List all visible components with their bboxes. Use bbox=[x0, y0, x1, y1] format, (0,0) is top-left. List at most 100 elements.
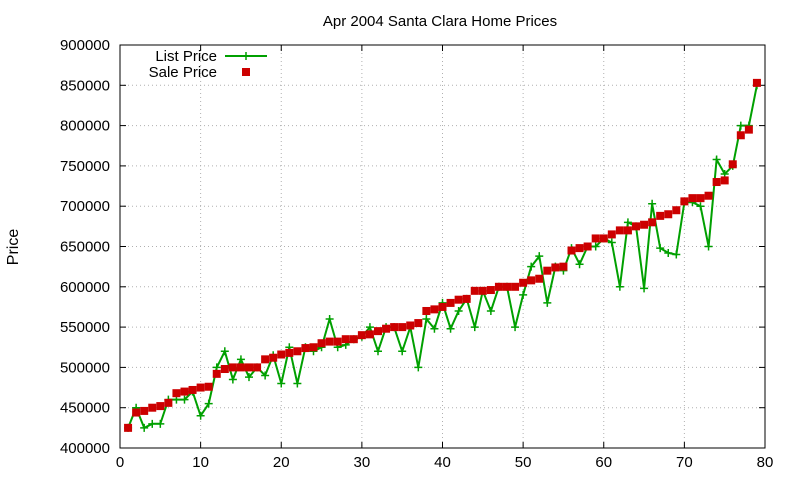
sale-price-point bbox=[599, 234, 608, 243]
sale-price-point bbox=[672, 206, 681, 215]
plot-frame bbox=[119, 44, 766, 449]
sale-price-point bbox=[204, 382, 213, 391]
y-tick-label: 600000 bbox=[60, 279, 110, 296]
legend-marker-sale-price bbox=[242, 68, 250, 76]
list-price-point bbox=[519, 290, 528, 299]
list-price-point bbox=[623, 218, 632, 227]
y-tick-label: 450000 bbox=[60, 400, 110, 417]
list-price-point bbox=[486, 306, 495, 315]
sale-price-point bbox=[261, 355, 270, 364]
series bbox=[124, 78, 761, 432]
sale-price-point bbox=[253, 363, 262, 372]
list-price-point bbox=[607, 238, 616, 247]
y-tick-label: 650000 bbox=[60, 239, 110, 256]
list-price-point bbox=[156, 419, 165, 428]
sale-price-point bbox=[148, 403, 157, 412]
x-tick-label: 30 bbox=[354, 454, 371, 471]
sale-price-point bbox=[567, 246, 576, 255]
x-tick-label: 70 bbox=[676, 454, 693, 471]
list-price-point bbox=[261, 371, 270, 380]
sale-price-point bbox=[333, 337, 342, 346]
sale-price-point bbox=[220, 365, 229, 374]
sale-price-point bbox=[607, 230, 616, 239]
sale-price-point bbox=[527, 276, 536, 285]
list-price-point bbox=[204, 399, 213, 408]
list-price-point bbox=[277, 379, 286, 388]
list-price-point bbox=[325, 315, 334, 324]
list-price-point bbox=[293, 379, 302, 388]
legend-marker-list-price bbox=[242, 52, 250, 60]
sale-price-point bbox=[212, 369, 221, 378]
sale-price-point bbox=[228, 363, 237, 372]
sale-price-point bbox=[454, 295, 463, 304]
sale-price-point bbox=[519, 278, 528, 287]
list-price-point bbox=[398, 347, 407, 356]
sale-price-point bbox=[559, 262, 568, 271]
sale-price-point bbox=[551, 263, 560, 272]
sale-price-point bbox=[164, 398, 173, 407]
sale-price-point bbox=[664, 210, 673, 219]
sale-price-point bbox=[632, 222, 640, 231]
sale-price-point bbox=[752, 78, 761, 87]
list-price-point bbox=[648, 199, 657, 208]
sale-price-point bbox=[382, 324, 391, 333]
list-price-point bbox=[148, 419, 157, 428]
sale-price-point bbox=[236, 363, 245, 372]
sale-price-point bbox=[341, 335, 350, 344]
sale-price-point bbox=[712, 178, 721, 187]
list-price-point bbox=[228, 375, 237, 384]
list-price-point bbox=[374, 347, 382, 356]
sale-price-point bbox=[575, 244, 584, 253]
sale-price-point bbox=[430, 305, 439, 314]
sale-price-point bbox=[470, 286, 479, 295]
sale-price-point bbox=[309, 343, 318, 352]
sale-price-point bbox=[696, 194, 705, 203]
sale-price-point bbox=[656, 211, 665, 220]
sale-price-point bbox=[446, 298, 455, 307]
list-price-point bbox=[543, 298, 552, 307]
list-price-point bbox=[664, 248, 673, 257]
sale-price-point bbox=[301, 344, 310, 353]
x-tick-label: 10 bbox=[192, 454, 209, 471]
list-price-point bbox=[140, 423, 149, 432]
sale-price-point bbox=[245, 363, 253, 372]
list-price-point bbox=[454, 306, 463, 315]
y-tick-label: 800000 bbox=[60, 118, 110, 135]
sale-price-point bbox=[414, 319, 423, 328]
sale-price-point bbox=[728, 160, 737, 169]
axis-ticks: 0 10 20 30 40 50 60 70 80 400000 450000 500000 55000… bbox=[60, 37, 773, 471]
y-axis-label: Price bbox=[5, 229, 22, 266]
list-price-point bbox=[196, 411, 205, 420]
sale-price-point bbox=[357, 331, 366, 340]
y-tick-label: 900000 bbox=[60, 37, 110, 54]
sale-price-point bbox=[365, 330, 374, 339]
x-tick-label: 80 bbox=[757, 454, 774, 471]
sale-price-point bbox=[648, 218, 657, 227]
sale-price-point bbox=[374, 327, 382, 336]
sale-price-point bbox=[736, 131, 745, 140]
sale-price-point bbox=[720, 176, 729, 185]
sale-price-point bbox=[156, 402, 165, 411]
sale-price-point bbox=[269, 353, 278, 362]
legend-label-sale-price: Sale Price bbox=[149, 64, 217, 81]
y-tick-label: 850000 bbox=[60, 77, 110, 94]
list-price-point bbox=[527, 262, 536, 271]
list-price-point bbox=[446, 324, 455, 333]
y-tick-label: 700000 bbox=[60, 198, 110, 215]
sale-price-point bbox=[478, 286, 487, 295]
sale-price-point bbox=[503, 282, 511, 291]
list-price-point bbox=[430, 324, 439, 333]
sale-price-point bbox=[277, 350, 286, 359]
list-price-point bbox=[672, 250, 681, 259]
sale-price-point bbox=[325, 337, 334, 346]
list-price-point bbox=[414, 363, 423, 372]
sale-price-point bbox=[680, 197, 689, 206]
legend-label-list-price: List Price bbox=[155, 48, 217, 65]
sale-price-point bbox=[188, 385, 197, 394]
sale-price-point bbox=[285, 348, 294, 357]
list-price-point bbox=[422, 315, 431, 324]
list-price-point bbox=[640, 284, 649, 293]
